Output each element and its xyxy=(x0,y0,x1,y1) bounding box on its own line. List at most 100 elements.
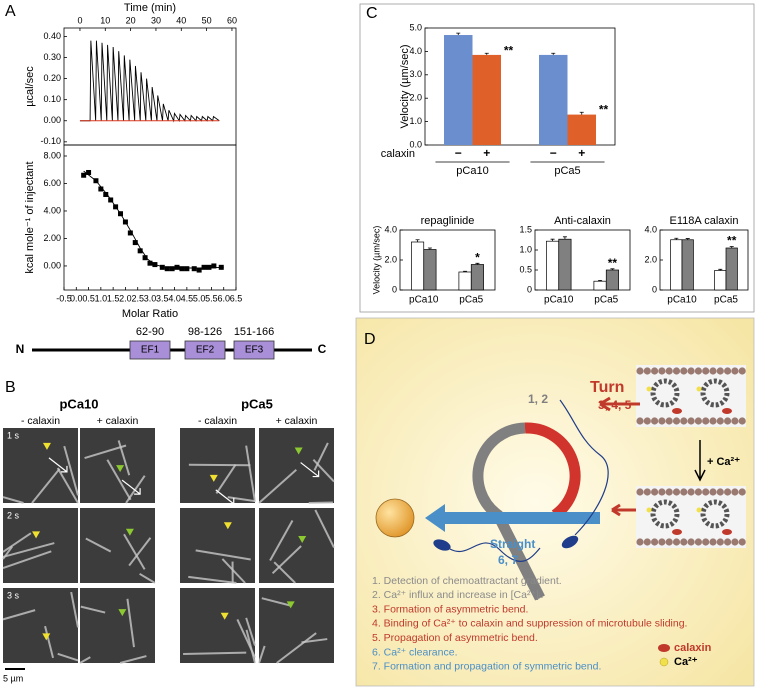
tubulin xyxy=(738,538,746,546)
tubulin xyxy=(651,538,659,546)
data-point xyxy=(142,255,148,261)
microtubule xyxy=(245,617,256,646)
x-tick-label: pCa10 xyxy=(544,295,574,306)
significance: ** xyxy=(608,256,618,270)
calaxin xyxy=(672,529,682,535)
microtubule xyxy=(31,468,61,504)
plot-frame xyxy=(534,229,631,291)
microtubule xyxy=(261,597,291,607)
data-point xyxy=(132,240,138,246)
data-point xyxy=(164,266,170,272)
x-tick-label: 40 xyxy=(176,15,186,25)
y-tick-label: 4.0 xyxy=(384,224,397,234)
y-tick-label: 1.5 xyxy=(519,224,532,234)
x-tick-label: 2.5 xyxy=(131,293,144,303)
x-tick-label: pCa5 xyxy=(594,295,618,306)
x-tick-label: 0 xyxy=(77,15,82,25)
bar xyxy=(539,54,568,145)
arrowhead-marker xyxy=(209,474,218,482)
microtubule xyxy=(79,656,91,664)
panel-label: D xyxy=(364,331,376,348)
arrowhead-marker xyxy=(42,442,51,450)
tubulin xyxy=(702,417,710,425)
condition-title: pCa5 xyxy=(241,396,273,411)
model-step: 1. Detection of chemoattractant gradient… xyxy=(372,575,562,587)
error-bar xyxy=(685,238,690,240)
arrowhead-marker xyxy=(125,528,134,536)
error-bar xyxy=(610,268,615,270)
trace xyxy=(79,40,220,123)
model-step: 6. Ca²⁺ clearance. xyxy=(372,646,458,658)
microtubule xyxy=(84,444,127,459)
x-tick-label: 5.0 xyxy=(193,293,206,303)
tubulin xyxy=(665,488,673,496)
tubulin xyxy=(643,417,651,425)
microtubule xyxy=(128,537,152,567)
bar xyxy=(411,241,425,291)
tubulin xyxy=(680,417,688,425)
tubulin xyxy=(687,488,695,496)
error-bar xyxy=(463,270,468,272)
tubulin xyxy=(658,488,666,496)
microtubule xyxy=(313,442,329,471)
y-tick-label: 0.30 xyxy=(43,52,61,62)
calcium xyxy=(646,386,652,392)
tubulin xyxy=(672,417,681,425)
tubulin xyxy=(716,538,724,546)
error-bar xyxy=(729,246,734,248)
x-tick-label: 10 xyxy=(100,15,110,25)
domain-range: 62-90 xyxy=(136,326,164,338)
tubulin xyxy=(702,367,710,375)
row-label: calaxin xyxy=(381,148,415,160)
microtubule xyxy=(245,445,256,502)
microtubule xyxy=(215,464,237,494)
tubulin xyxy=(716,367,724,375)
time-label: 1 s xyxy=(7,430,20,440)
time-label: 2 s xyxy=(7,510,20,520)
calaxin xyxy=(722,529,732,535)
dynein xyxy=(650,499,680,529)
microtubule xyxy=(2,532,32,553)
microtubule xyxy=(227,496,256,503)
tubulin xyxy=(658,538,666,546)
dynein xyxy=(700,378,730,408)
legend-label: calaxin xyxy=(674,642,712,654)
micrograph xyxy=(80,508,155,583)
y-tick-label: 0.0 xyxy=(409,139,422,149)
tubulin xyxy=(724,417,732,425)
microtubule xyxy=(70,591,79,628)
error-bar xyxy=(551,52,556,55)
data-point xyxy=(218,264,224,270)
calcium-addition: + Ca²⁺ xyxy=(707,456,740,468)
data-point xyxy=(211,263,217,269)
significance: * xyxy=(475,250,480,264)
x-axis-label: Molar Ratio xyxy=(122,308,178,320)
arrowhead-marker xyxy=(298,536,307,544)
series-label: − xyxy=(550,146,557,160)
microtubule xyxy=(258,469,297,504)
micrograph xyxy=(3,428,78,503)
x-axis-label: Time (min) xyxy=(124,2,176,14)
tubulin xyxy=(694,367,703,375)
error-bar xyxy=(674,237,679,240)
panel-label: A xyxy=(5,3,16,20)
ef-hand-domain xyxy=(184,340,226,360)
x-tick-label: 6.0 xyxy=(217,293,230,303)
x-tick-label: 1.5 xyxy=(107,293,120,303)
tubulin xyxy=(738,488,746,496)
tubulin xyxy=(636,417,644,425)
arrowhead-marker xyxy=(220,612,229,620)
column-header: + calaxin xyxy=(97,415,139,427)
chemoattractant-source xyxy=(375,498,415,538)
x-tick-label: 50 xyxy=(202,15,212,25)
y-tick-label: 2.0 xyxy=(644,254,657,264)
error-bar xyxy=(427,247,432,250)
domain-name: EF3 xyxy=(245,345,264,356)
y-tick-label: 0.10 xyxy=(43,94,61,104)
microtubule xyxy=(126,598,135,648)
turn-label: Turn xyxy=(590,379,624,396)
microtubule xyxy=(63,445,79,496)
micrograph xyxy=(259,428,334,503)
tubulin xyxy=(709,488,717,496)
